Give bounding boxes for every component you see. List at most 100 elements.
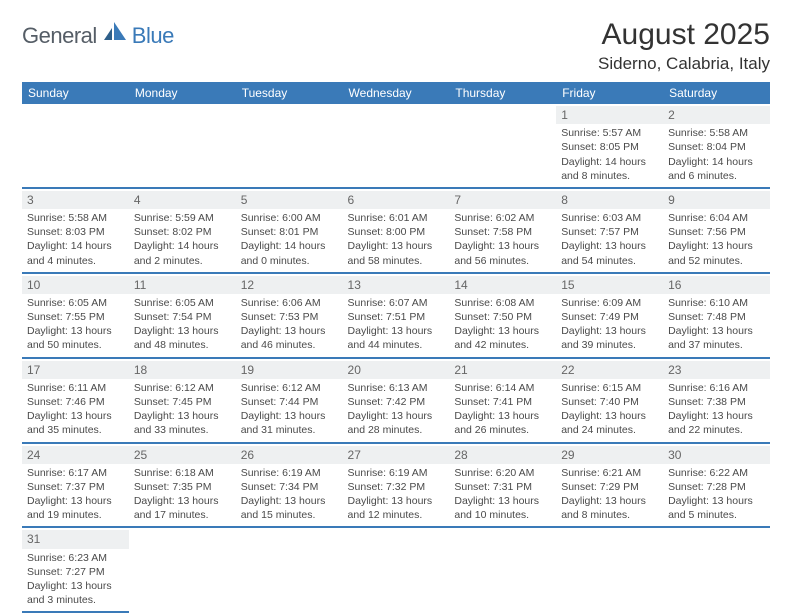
weekday-header: Sunday	[22, 82, 129, 104]
calendar-cell: 4Sunrise: 5:59 AMSunset: 8:02 PMDaylight…	[129, 188, 236, 273]
location: Siderno, Calabria, Italy	[598, 54, 770, 74]
sunset-text: Sunset: 8:05 PM	[561, 140, 658, 154]
sunset-text: Sunset: 7:58 PM	[454, 225, 551, 239]
calendar-cell: 17Sunrise: 6:11 AMSunset: 7:46 PMDayligh…	[22, 358, 129, 443]
sunset-text: Sunset: 7:35 PM	[134, 480, 231, 494]
daylight-text: Daylight: 13 hours and 10 minutes.	[454, 494, 551, 522]
sunrise-text: Sunrise: 6:00 AM	[241, 211, 338, 225]
daylight-text: Daylight: 13 hours and 56 minutes.	[454, 239, 551, 267]
calendar-cell: 11Sunrise: 6:05 AMSunset: 7:54 PMDayligh…	[129, 273, 236, 358]
sunset-text: Sunset: 7:28 PM	[668, 480, 765, 494]
calendar-row: 31Sunrise: 6:23 AMSunset: 7:27 PMDayligh…	[22, 527, 770, 612]
day-number: 22	[556, 361, 663, 379]
day-number: 26	[236, 446, 343, 464]
sunrise-text: Sunrise: 6:19 AM	[241, 466, 338, 480]
sunrise-text: Sunrise: 6:16 AM	[668, 381, 765, 395]
weekday-header: Tuesday	[236, 82, 343, 104]
sunrise-text: Sunrise: 6:17 AM	[27, 466, 124, 480]
sunrise-text: Sunrise: 6:21 AM	[561, 466, 658, 480]
day-number: 1	[556, 106, 663, 124]
sunrise-text: Sunrise: 6:07 AM	[348, 296, 445, 310]
calendar-cell: 24Sunrise: 6:17 AMSunset: 7:37 PMDayligh…	[22, 443, 129, 528]
calendar-cell: 23Sunrise: 6:16 AMSunset: 7:38 PMDayligh…	[663, 358, 770, 443]
sunset-text: Sunset: 8:01 PM	[241, 225, 338, 239]
day-number: 19	[236, 361, 343, 379]
sunset-text: Sunset: 7:29 PM	[561, 480, 658, 494]
calendar-cell: 16Sunrise: 6:10 AMSunset: 7:48 PMDayligh…	[663, 273, 770, 358]
daylight-text: Daylight: 13 hours and 31 minutes.	[241, 409, 338, 437]
calendar-cell: 2 Sunrise: 5:58 AMSunset: 8:04 PMDaylight…	[663, 104, 770, 188]
daylight-text: Daylight: 13 hours and 50 minutes.	[27, 324, 124, 352]
calendar-cell-empty	[663, 527, 770, 612]
calendar-cell: 19Sunrise: 6:12 AMSunset: 7:44 PMDayligh…	[236, 358, 343, 443]
calendar-row: 24 Sunrise: 6:17 AMSunset: 7:37 PM Dayligh…	[22, 443, 770, 528]
daylight-text: Daylight: 14 hours and 2 minutes.	[134, 239, 231, 267]
day-number: 24	[22, 446, 129, 464]
sunrise-text: Sunrise: 6:13 AM	[348, 381, 445, 395]
sunset-text: Sunset: 7:37 PM	[27, 480, 124, 494]
daylight-text: Daylight: 13 hours and 39 minutes.	[561, 324, 658, 352]
daylight-text: Daylight: 13 hours and 12 minutes.	[348, 494, 445, 522]
weekday-header-row: Sunday Monday Tuesday Wednesday Thursday…	[22, 82, 770, 104]
sunrise-text: Sunrise: 6:20 AM	[454, 466, 551, 480]
daylight-text: Daylight: 13 hours and 28 minutes.	[348, 409, 445, 437]
logo-text-general: General	[22, 23, 97, 49]
calendar-cell-empty	[236, 104, 343, 188]
calendar-cell: 15Sunrise: 6:09 AMSunset: 7:49 PMDayligh…	[556, 273, 663, 358]
calendar-cell: 26Sunrise: 6:19 AMSunset: 7:34 PMDayligh…	[236, 443, 343, 528]
sunset-text: Sunset: 7:41 PM	[454, 395, 551, 409]
calendar-cell-empty	[22, 104, 129, 188]
sunrise-text: Sunrise: 6:10 AM	[668, 296, 765, 310]
title-block: August 2025 Siderno, Calabria, Italy	[598, 18, 770, 74]
daylight-text: Daylight: 13 hours and 24 minutes.	[561, 409, 658, 437]
calendar-table: Sunday Monday Tuesday Wednesday Thursday…	[22, 82, 770, 613]
day-number: 7	[449, 191, 556, 209]
sunrise-text: Sunrise: 6:14 AM	[454, 381, 551, 395]
calendar-cell: 3Sunrise: 5:58 AMSunset: 8:03 PMDaylight…	[22, 188, 129, 273]
calendar-cell: 1Sunrise: 5:57 AMSunset: 8:05 PMDaylight…	[556, 104, 663, 188]
calendar-cell: 10Sunrise: 6:05 AMSunset: 7:55 PMDayligh…	[22, 273, 129, 358]
day-number: 10	[22, 276, 129, 294]
sunset-text: Sunset: 8:04 PM	[668, 140, 765, 154]
calendar-cell: 22Sunrise: 6:15 AMSunset: 7:40 PMDayligh…	[556, 358, 663, 443]
daylight-text: Daylight: 13 hours and 5 minutes.	[668, 494, 765, 522]
daylight-text: Daylight: 13 hours and 48 minutes.	[134, 324, 231, 352]
calendar-cell-empty	[343, 104, 450, 188]
sunset-text: Sunset: 7:49 PM	[561, 310, 658, 324]
sunrise-text: Sunrise: 6:09 AM	[561, 296, 658, 310]
day-number: 17	[22, 361, 129, 379]
daylight-text: Daylight: 13 hours and 42 minutes.	[454, 324, 551, 352]
daylight-text: Daylight: 14 hours and 6 minutes.	[668, 155, 765, 183]
weekday-header: Friday	[556, 82, 663, 104]
day-number: 18	[129, 361, 236, 379]
day-number: 12	[236, 276, 343, 294]
day-number: 14	[449, 276, 556, 294]
calendar-cell: 31Sunrise: 6:23 AMSunset: 7:27 PMDayligh…	[22, 527, 129, 612]
daylight-text: Daylight: 13 hours and 15 minutes.	[241, 494, 338, 522]
calendar-cell: 14Sunrise: 6:08 AMSunset: 7:50 PMDayligh…	[449, 273, 556, 358]
day-number: 31	[22, 530, 129, 548]
sunset-text: Sunset: 7:53 PM	[241, 310, 338, 324]
sunrise-text: Sunrise: 6:22 AM	[668, 466, 765, 480]
day-number: 28	[449, 446, 556, 464]
daylight-text: Daylight: 13 hours and 22 minutes.	[668, 409, 765, 437]
sunrise-text: Sunrise: 6:05 AM	[134, 296, 231, 310]
calendar-cell-empty	[449, 104, 556, 188]
sunset-text: Sunset: 7:51 PM	[348, 310, 445, 324]
calendar-cell: 8Sunrise: 6:03 AMSunset: 7:57 PMDaylight…	[556, 188, 663, 273]
sunset-text: Sunset: 7:54 PM	[134, 310, 231, 324]
sunset-text: Sunset: 7:38 PM	[668, 395, 765, 409]
day-number: 2	[663, 106, 770, 124]
sunset-text: Sunset: 7:27 PM	[27, 565, 124, 579]
daylight-text: Daylight: 13 hours and 46 minutes.	[241, 324, 338, 352]
calendar-cell: 21Sunrise: 6:14 AMSunset: 7:41 PMDayligh…	[449, 358, 556, 443]
sunrise-text: Sunrise: 5:58 AM	[668, 126, 765, 140]
calendar-cell: 13Sunrise: 6:07 AMSunset: 7:51 PMDayligh…	[343, 273, 450, 358]
calendar-row: 1Sunrise: 5:57 AMSunset: 8:05 PMDaylight…	[22, 104, 770, 188]
calendar-cell-empty	[129, 527, 236, 612]
calendar-row: 17Sunrise: 6:11 AMSunset: 7:46 PMDayligh…	[22, 358, 770, 443]
sunrise-text: Sunrise: 6:19 AM	[348, 466, 445, 480]
sunset-text: Sunset: 8:03 PM	[27, 225, 124, 239]
calendar-cell: 7Sunrise: 6:02 AMSunset: 7:58 PMDaylight…	[449, 188, 556, 273]
sunrise-text: Sunrise: 6:08 AM	[454, 296, 551, 310]
